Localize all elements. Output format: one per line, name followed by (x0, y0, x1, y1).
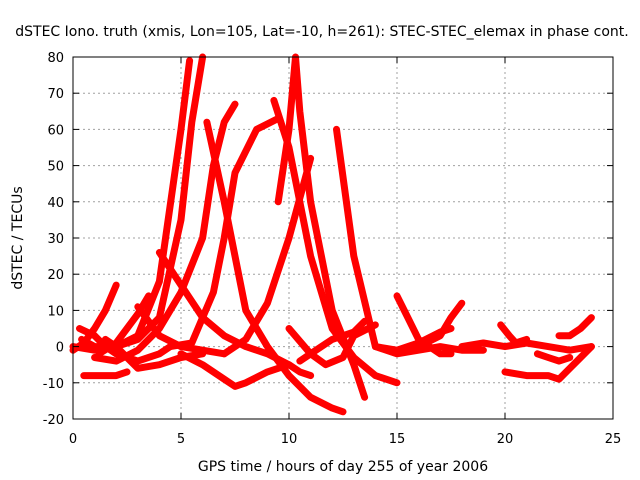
series-line-11 (166, 115, 282, 351)
axis-ticks: 0 5 10 15 20 25 -20 -10 0 10 20 30 40 50 60 70 80 (43, 51, 622, 447)
y-tick-label: 80 (47, 51, 64, 66)
y-tick-label: 50 (47, 160, 64, 175)
series-line-7 (95, 292, 153, 358)
y-tick-label: 0 (56, 341, 64, 356)
y-axis-label: dSTEC / TECUs (10, 186, 26, 289)
chart-title: dSTEC Iono. truth (xmis, Lon=105, Lat=-1… (15, 24, 628, 40)
x-tick-label: 25 (605, 432, 622, 447)
series-line-12 (203, 118, 347, 416)
series-line-17 (285, 321, 379, 369)
series-line-27 (555, 314, 595, 340)
x-tick-label: 5 (177, 432, 185, 447)
x-axis-label: GPS time / hours of day 255 of year 2006 (198, 459, 488, 475)
series-line-26 (533, 350, 574, 365)
y-tick-label: 40 (47, 196, 64, 211)
series-line-22 (404, 299, 466, 354)
y-tick-label: 20 (47, 268, 64, 283)
y-tick-label: 10 (47, 304, 64, 319)
series-group (69, 53, 595, 416)
series-line-16 (274, 53, 369, 401)
series-line-13 (177, 350, 293, 390)
x-tick-label: 0 (69, 432, 77, 447)
series-line-18 (296, 317, 369, 365)
series-line-24 (497, 321, 531, 347)
x-tick-label: 10 (281, 432, 298, 447)
y-tick-label: 60 (47, 123, 64, 138)
x-tick-label: 15 (389, 432, 406, 447)
y-tick-label: -10 (43, 377, 64, 392)
series-line-10 (155, 249, 315, 380)
y-tick-label: 70 (47, 87, 64, 102)
y-tick-label: 30 (47, 232, 64, 247)
y-tick-label: -20 (43, 413, 64, 428)
series-line-3 (78, 57, 194, 351)
series-line-4 (76, 325, 174, 365)
series-line-21 (393, 292, 455, 358)
x-tick-label: 20 (497, 432, 514, 447)
series-line-14 (220, 154, 315, 358)
series-line-5 (80, 368, 131, 380)
series-line-25 (501, 343, 595, 383)
